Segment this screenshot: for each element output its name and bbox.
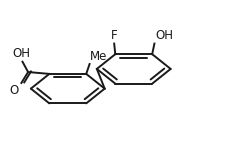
Text: Me: Me bbox=[90, 50, 108, 63]
Text: F: F bbox=[111, 29, 117, 42]
Text: OH: OH bbox=[12, 47, 30, 60]
Text: OH: OH bbox=[155, 29, 173, 42]
Text: O: O bbox=[9, 84, 19, 97]
